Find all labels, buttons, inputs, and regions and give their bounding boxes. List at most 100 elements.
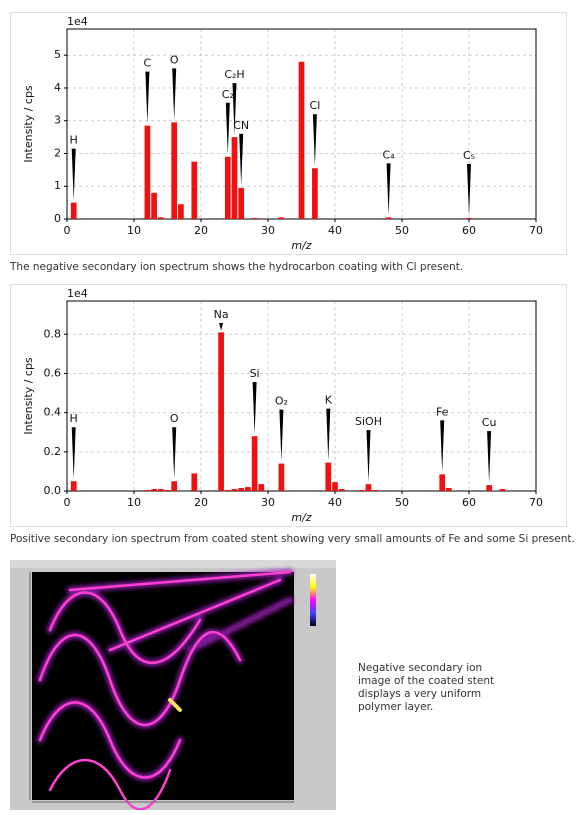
x-tick-label: 30 xyxy=(261,224,275,237)
annotation-arrow xyxy=(71,148,76,201)
annotation-arrow xyxy=(252,382,257,435)
x-tick-label: 40 xyxy=(328,496,342,509)
y-tick-label: 0.2 xyxy=(44,445,62,458)
annotation-arrow xyxy=(386,163,391,216)
x-tick-label: 70 xyxy=(529,496,543,509)
bar xyxy=(312,168,318,219)
annotation: H xyxy=(70,134,78,147)
annotation-arrow xyxy=(279,409,284,462)
x-tick-label: 40 xyxy=(328,224,342,237)
bar xyxy=(466,218,472,219)
x-tick-label: 20 xyxy=(194,224,208,237)
y-axis-label: Intensity / cps xyxy=(22,85,35,163)
bar xyxy=(151,489,157,491)
bar xyxy=(332,482,338,491)
bar xyxy=(151,192,157,219)
annotation-arrow xyxy=(219,323,224,331)
bar xyxy=(191,473,198,491)
x-tick-label: 50 xyxy=(395,224,409,237)
bar xyxy=(245,487,251,491)
bar xyxy=(171,122,178,219)
bar xyxy=(372,490,379,491)
bar xyxy=(486,485,492,491)
annotation-arrow xyxy=(312,114,317,167)
x-tick-label: 10 xyxy=(127,224,141,237)
bar xyxy=(298,61,305,219)
y-tick-label: 0.8 xyxy=(44,327,62,340)
bar xyxy=(325,462,332,491)
bar xyxy=(164,490,171,491)
annotation: C xyxy=(144,57,152,70)
bar xyxy=(70,481,77,491)
bar xyxy=(365,484,372,491)
caption: Negative secondary ion image of the coat… xyxy=(358,662,495,713)
annotation: O xyxy=(170,53,179,66)
y-tick-label: 0.4 xyxy=(44,406,62,419)
x-tick-label: 20 xyxy=(194,496,208,509)
bar xyxy=(251,436,258,491)
bar xyxy=(224,490,231,491)
annotation-arrow xyxy=(232,83,237,136)
annotation: O xyxy=(170,412,179,425)
caption: Positive secondary ion spectrum from coa… xyxy=(10,533,575,545)
x-tick-label: 70 xyxy=(529,224,543,237)
bar xyxy=(238,488,245,491)
y-tick-label: 3 xyxy=(54,114,61,127)
x-tick-label: 50 xyxy=(395,496,409,509)
bar xyxy=(446,488,452,491)
annotation-arrow xyxy=(71,427,76,480)
y-tick-label: 2 xyxy=(54,146,61,159)
plot-frame xyxy=(66,300,537,492)
bar xyxy=(231,489,238,491)
annotation-arrow xyxy=(326,408,331,461)
bar xyxy=(439,474,446,491)
bar xyxy=(278,217,285,219)
bar xyxy=(191,161,198,219)
bar xyxy=(238,187,245,219)
bar xyxy=(338,489,345,491)
annotation: CN xyxy=(233,119,249,132)
x-tick-label: 30 xyxy=(261,496,275,509)
bar xyxy=(231,137,238,219)
annotation: C₂H xyxy=(224,68,244,81)
x-tick-label: 0 xyxy=(64,496,71,509)
bar xyxy=(251,218,258,219)
bar xyxy=(218,332,224,491)
annotation-arrow xyxy=(172,68,177,121)
y-offset-label: 1e4 xyxy=(67,287,88,300)
bar xyxy=(358,490,365,491)
annotation-arrow xyxy=(172,427,177,480)
annotation: K xyxy=(325,394,333,407)
y-tick-label: 4 xyxy=(54,81,61,94)
bar xyxy=(499,489,506,491)
bar xyxy=(144,490,151,491)
annotation: Fe xyxy=(436,405,449,418)
x-tick-label: 60 xyxy=(462,496,476,509)
bar xyxy=(278,463,285,491)
chart: 0.0 0.2 0.4 0.6 0.8 0 10 20 30 40 50 60 70 1e4 m/z Inte… xyxy=(10,284,567,527)
bar xyxy=(144,125,151,219)
annotation-arrow xyxy=(467,164,471,217)
annotation-arrow xyxy=(239,133,244,186)
annotation: Cl xyxy=(310,99,321,112)
y-offset-label: 1e4 xyxy=(67,15,88,28)
bar xyxy=(157,217,164,219)
annotation-arrow xyxy=(145,71,150,124)
annotation: C₄ xyxy=(383,148,396,161)
annotation: Na xyxy=(214,308,229,321)
y-tick-label: 5 xyxy=(54,48,61,61)
x-tick-label: 10 xyxy=(127,496,141,509)
y-tick-label: 0.6 xyxy=(44,366,62,379)
bar xyxy=(224,156,231,219)
annotation: Si xyxy=(250,367,260,380)
x-tick-label: 60 xyxy=(462,224,476,237)
y-tick-label: 0 xyxy=(54,212,61,225)
annotation-arrow xyxy=(440,420,445,473)
annotation: O₂ xyxy=(275,395,288,408)
y-tick-label: 1 xyxy=(54,179,61,192)
bar xyxy=(178,204,184,219)
annotation: C₅ xyxy=(463,149,475,162)
annotation-arrow xyxy=(366,430,371,483)
annotation: H xyxy=(70,412,78,425)
